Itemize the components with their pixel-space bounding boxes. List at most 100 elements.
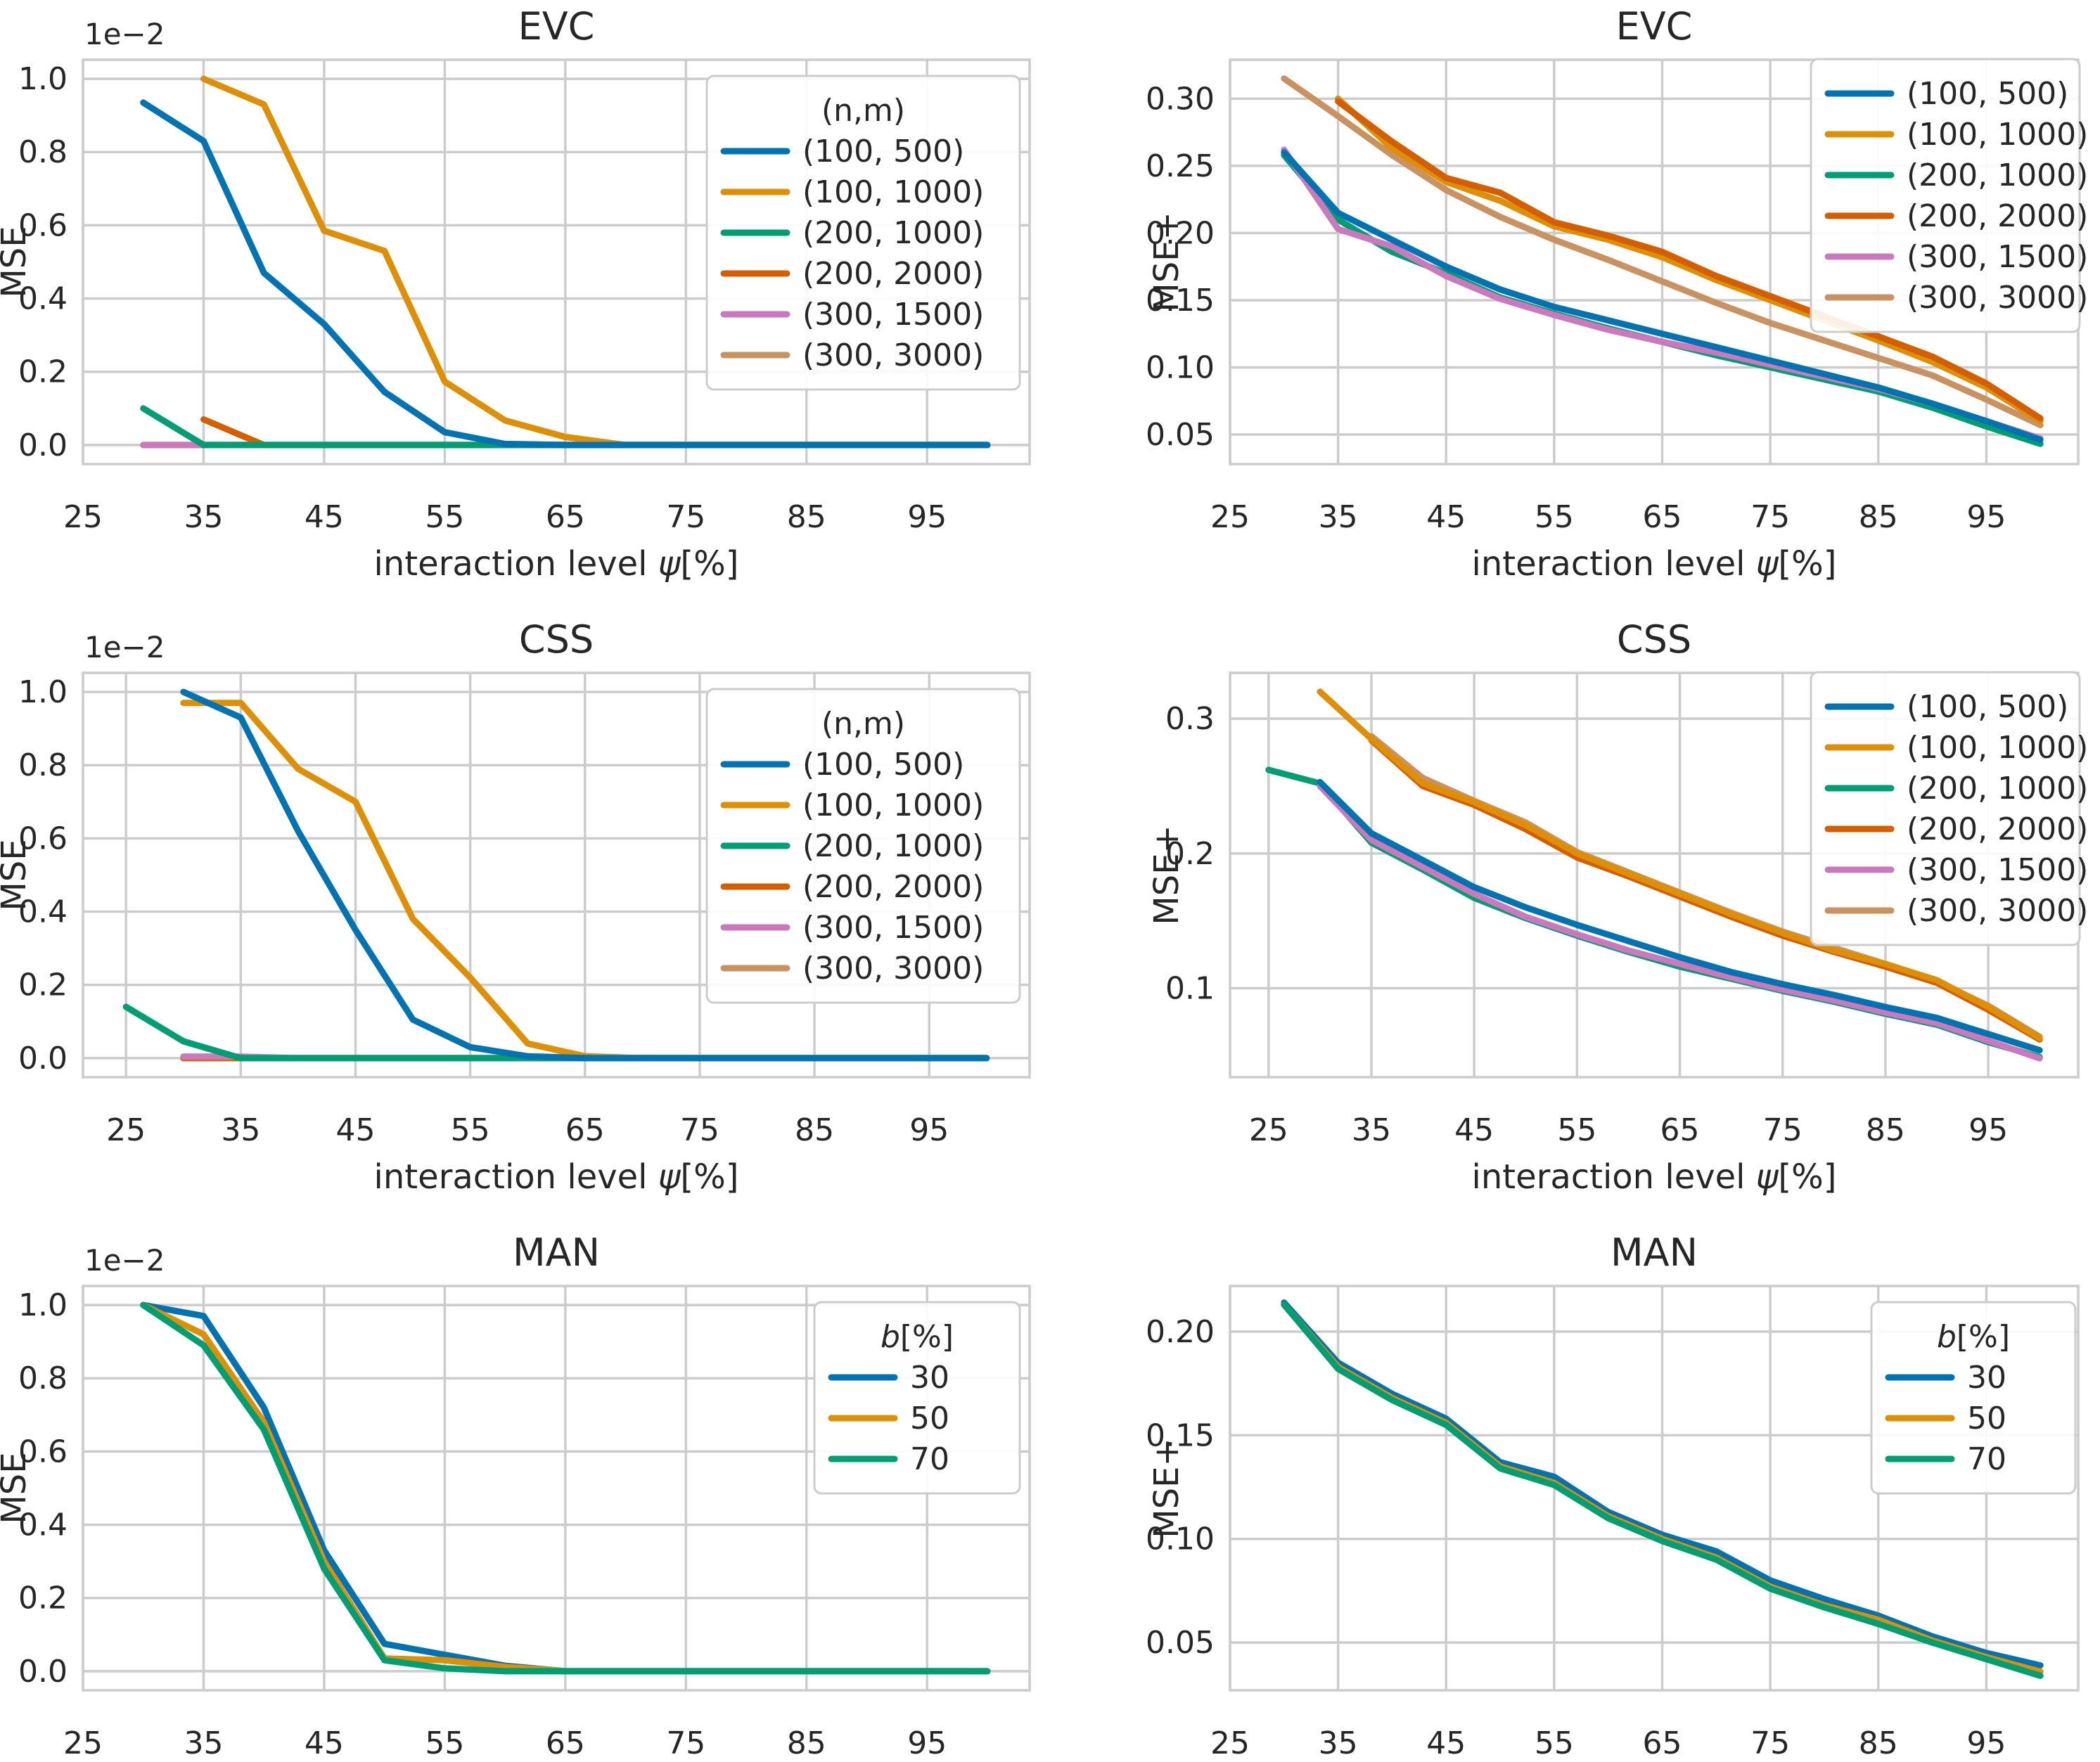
legend-label: (200, 2000)	[802, 869, 984, 905]
legend-label: (100, 1000)	[1907, 117, 2088, 153]
legend-label: (300, 3000)	[802, 951, 984, 986]
y-tick-label: 0.8	[18, 1361, 68, 1396]
x-tick-label: 85	[787, 1725, 826, 1761]
chart-title: EVC	[1616, 4, 1693, 49]
y-axis-label: MSE+	[1147, 1438, 1186, 1538]
y-tick-label: 0.4	[18, 281, 68, 317]
series-line-100-500	[1317, 778, 2043, 1054]
legend-label: (100, 500)	[802, 747, 964, 783]
legend-label: (300, 3000)	[1907, 893, 2088, 929]
y-tick-label: 0.10	[1146, 349, 1215, 385]
chart-title: EVC	[518, 4, 595, 49]
chart-evc-mse-canvas: 25 35 45 55 65 75 85 95 0.0 0.2 0.4 0.6 0.8 1.0 EVC int…	[0, 4, 1031, 584]
y-tick-label: 0.15	[1146, 1417, 1215, 1453]
legend-label: (100, 1000)	[802, 174, 984, 210]
y-tick-label: 0.6	[18, 1434, 68, 1470]
scale-offset-label: 1e−2	[84, 1243, 165, 1278]
series-line-100-500	[180, 688, 990, 1062]
x-tick-label: 65	[1660, 1112, 1700, 1148]
chart-panel-man-mseplus: 25354555657585950.050.100.150.20MANinter…	[1050, 1226, 2100, 1762]
x-axis-label: interaction level ψ[%]	[374, 544, 739, 584]
legend-label: (100, 500)	[1907, 689, 2068, 725]
legend-label: 30	[1967, 1360, 2006, 1396]
x-tick-label: 55	[1535, 499, 1574, 535]
series-line-30	[1281, 1299, 2044, 1669]
x-tick-label: 35	[221, 1112, 260, 1148]
legend: (n,m) (100, 500) (100, 1000) (200, 1000) (20…	[705, 75, 1021, 391]
y-tick-label: 0.25	[1146, 148, 1215, 184]
legend-box	[1810, 671, 2081, 946]
y-tick-label: 1.0	[18, 674, 68, 710]
x-tick-label: 45	[1454, 1112, 1494, 1148]
series-group	[140, 75, 991, 449]
plot-frame	[82, 58, 1031, 465]
x-tick-label: 25	[1210, 499, 1250, 535]
x-tick-label: 85	[1859, 1725, 1898, 1761]
legend-label: (300, 3000)	[802, 337, 984, 373]
y-tick-label: 0.2	[1165, 836, 1215, 872]
chart-panel-css-mse: 25 35 45 55 65 75 85 95 0.0 0.2 0.4 0.6 0.8 1.0 CSS int…	[0, 613, 1050, 1226]
x-tick-label: 95	[1966, 499, 2006, 535]
y-tick-label: 0.30	[1146, 81, 1215, 117]
legend: b[%] 30 50 70	[813, 1301, 1021, 1495]
legend-label: (300, 3000)	[1907, 280, 2088, 316]
series-group	[1265, 688, 2043, 1062]
x-tick-label: 45	[335, 1112, 375, 1148]
legend-label: (300, 1500)	[1907, 852, 2088, 888]
legend-box	[813, 1301, 1021, 1495]
y-tick-label: 0.20	[1146, 215, 1215, 251]
y-tick-label: 0.0	[18, 427, 68, 463]
legend-label: (200, 2000)	[1907, 811, 2088, 847]
legend-label: 70	[910, 1441, 949, 1477]
y-tick-label: 0.3	[1165, 701, 1215, 737]
legend-title: (n,m)	[821, 93, 905, 129]
y-tick-label: 0.05	[1146, 417, 1215, 453]
x-tick-label: 85	[1866, 1112, 1905, 1148]
x-tick-label: 35	[184, 1725, 223, 1761]
y-tick-label: 0.2	[18, 967, 68, 1003]
y-axis-label: MSE	[0, 226, 34, 297]
y-axis-label: MSE	[0, 1452, 34, 1524]
legend-label: (200, 1000)	[1907, 157, 2088, 193]
x-axis-label: interaction level ψ[%]	[1472, 1157, 1837, 1197]
legend-label: (200, 2000)	[1907, 198, 2088, 234]
legend-label: (300, 1500)	[802, 910, 984, 946]
series-group	[140, 1301, 991, 1675]
x-axis-label: interaction level ψ[%]	[374, 1157, 739, 1197]
legend-label: (100, 500)	[1907, 76, 2068, 112]
x-tick-label: 95	[909, 1112, 949, 1148]
series-line-70	[1281, 1301, 2044, 1679]
y-axis-label: MSE	[0, 839, 34, 911]
legend-label: 50	[910, 1401, 949, 1436]
x-tick-label: 35	[184, 499, 223, 535]
legend: (n,m) (100, 500) (100, 1000) (200, 1000) (20…	[705, 688, 1021, 1004]
x-tick-label: 35	[1352, 1112, 1391, 1148]
y-tick-label: 0.15	[1146, 283, 1215, 319]
x-tick-label: 85	[1859, 499, 1898, 535]
chart-panel-css-mseplus: 25 35 45 55 65 75 85 95 0.1 0.2 0.3 CSS interaction …	[1050, 613, 2100, 1226]
legend: (100, 500) (100, 1000) (200, 1000) (200, 20…	[1810, 671, 2088, 946]
x-tick-label: 55	[425, 1725, 464, 1761]
tick-labels: 25 35 45 55 65 75 85 95 0.0 0.2 0.4 0.6 0.8 1.0	[18, 1287, 947, 1761]
tick-labels: 25 35 45 55 65 75 85 95 0.0 0.2 0.4 0.6 0.8 1.0	[18, 61, 947, 535]
tick-labels: 25 35 45 55 65 75 85 95 0.1 0.2 0.3	[1165, 701, 2008, 1148]
x-tick-label: 65	[1643, 499, 1682, 535]
chart-title: CSS	[519, 617, 594, 662]
chart-evc-mseplus-canvas: 25 35 45 55 65 75 85 95 0.05 0.10 0.15 0.20 0.25 0.30…	[1146, 4, 2088, 584]
legend-label: 30	[910, 1360, 949, 1396]
x-tick-label: 45	[1426, 1725, 1466, 1761]
y-tick-label: 0.4	[18, 894, 68, 930]
x-tick-label: 95	[907, 499, 947, 535]
x-tick-label: 75	[1763, 1112, 1803, 1148]
series-line-300-1500	[1317, 783, 2043, 1062]
legend-title: (n,m)	[821, 706, 905, 742]
series-line-200-2000	[1335, 98, 2044, 422]
y-tick-label: 0.0	[18, 1041, 68, 1076]
legend-label: 50	[1967, 1401, 2006, 1436]
x-tick-label: 75	[1750, 1725, 1790, 1761]
chart-man-mse-canvas: 25354555657585950.00.20.40.60.81.0MANint…	[0, 1230, 1031, 1761]
legend-title: b[%]	[1937, 1319, 2010, 1355]
y-axis-label: MSE+	[1147, 825, 1186, 925]
series-line-300-3000	[1281, 75, 2044, 429]
